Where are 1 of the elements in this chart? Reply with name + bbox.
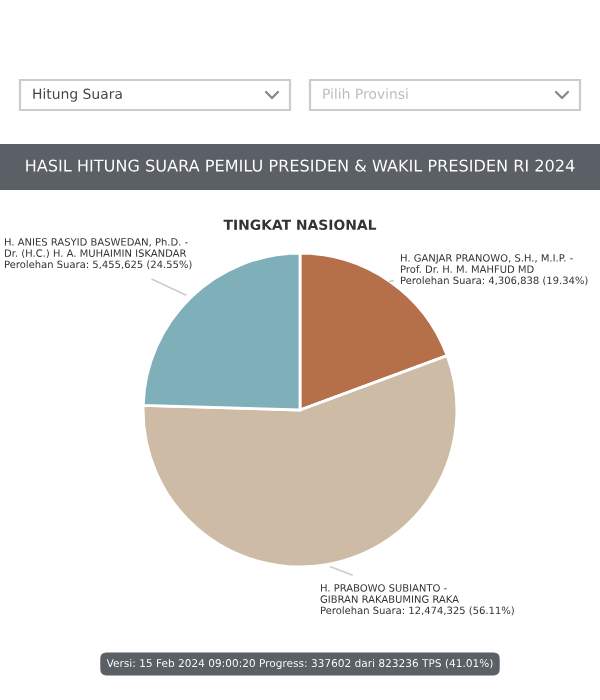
chart-title: HASIL HITUNG SUARA PEMILU PRESIDEN & WAKIL PRESIDEN RI 2024 [26, 159, 575, 172]
